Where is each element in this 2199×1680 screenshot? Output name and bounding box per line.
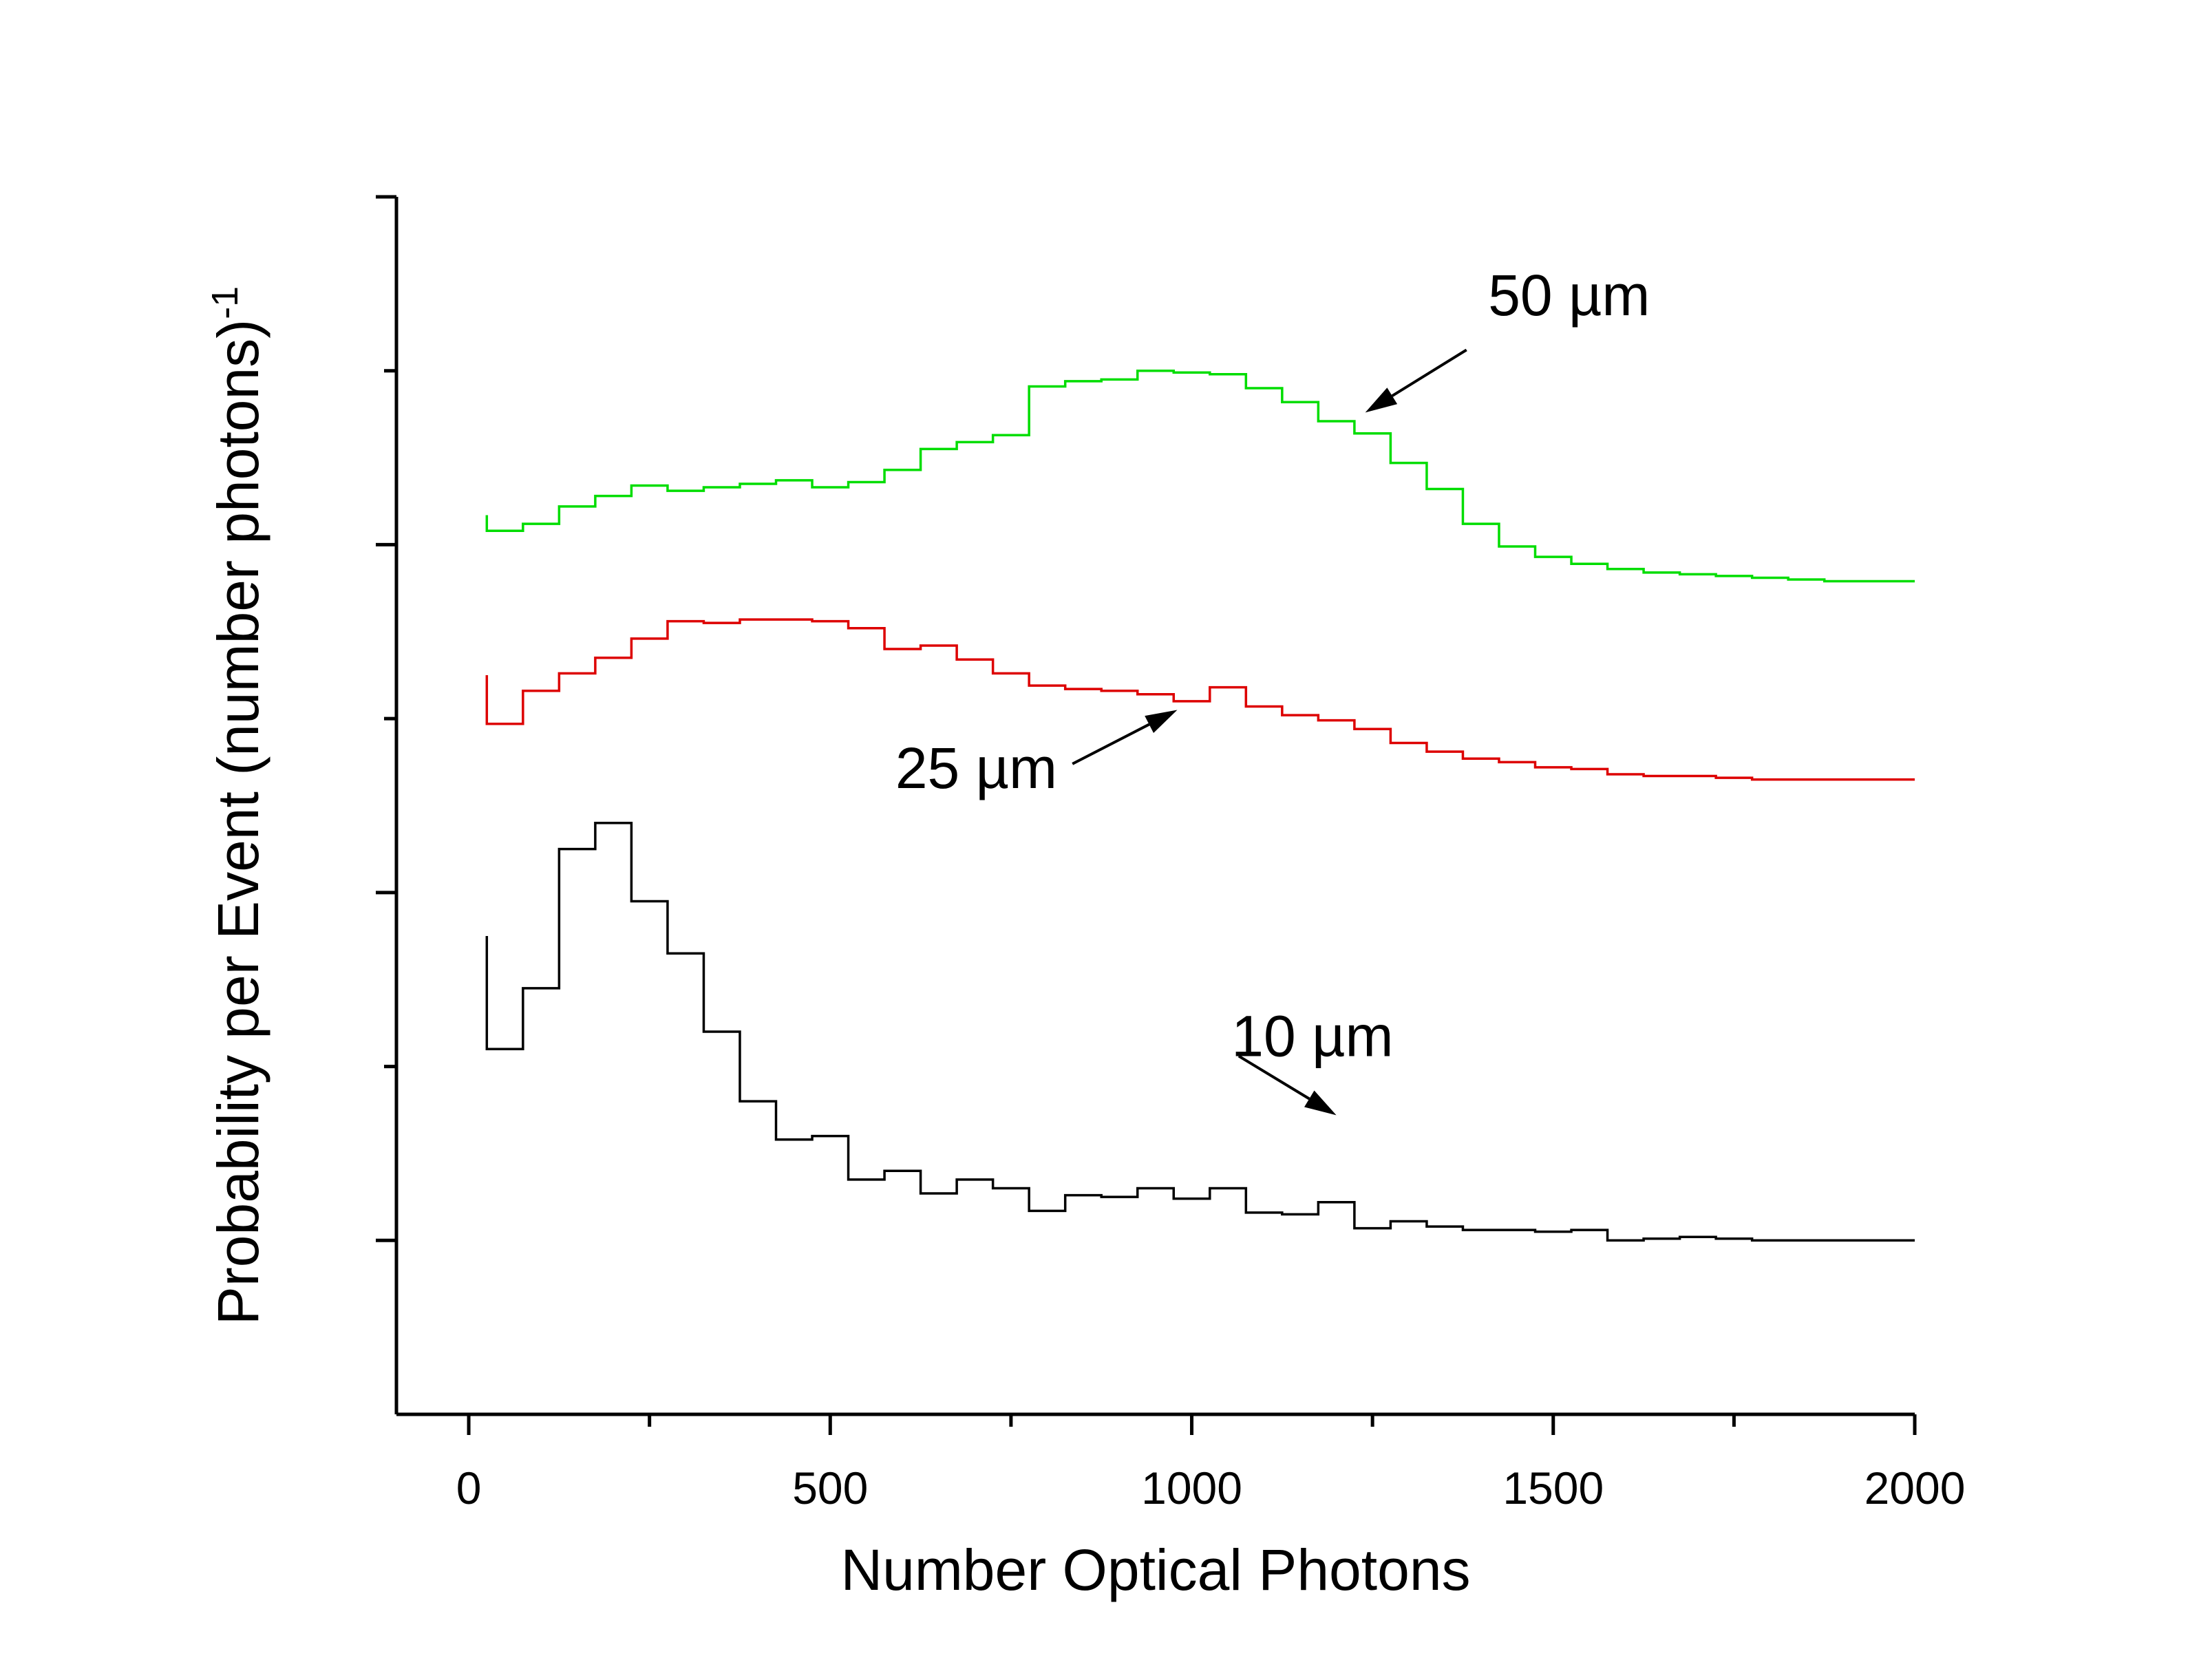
annotation-arrow: [1237, 1054, 1310, 1100]
x-axis-title: Number Optical Photons: [840, 1538, 1470, 1602]
x-tick-label: 1000: [1141, 1463, 1242, 1513]
y-axis-title-superscript: -1: [204, 286, 246, 319]
annotation-arrow: [1391, 348, 1467, 397]
annotation-label: 10 µm: [1231, 1003, 1393, 1068]
x-tick-label: 1500: [1502, 1463, 1604, 1513]
annotation-label: 25 µm: [895, 736, 1057, 800]
x-tick-label: 2000: [1865, 1463, 1966, 1513]
annotation-arrow: [1072, 723, 1150, 765]
x-ticks: 0 500 1000 1500 2000: [456, 1414, 1966, 1513]
annotation-group: 50 µm 25 µm 10 µm: [895, 263, 1650, 1116]
series-group: [485, 369, 1915, 1242]
annotation-arrowhead: [1365, 387, 1398, 413]
series-line-1: [485, 618, 1915, 781]
y-axis-title-main: Probability per Event (number photons): [206, 319, 270, 1325]
series-line-2: [485, 369, 1915, 583]
annotation-arrowhead: [1145, 710, 1178, 733]
annotation-label: 50 µm: [1488, 263, 1650, 328]
annotation-arrowhead: [1304, 1090, 1337, 1116]
series-line-0: [485, 822, 1915, 1242]
plot-area: 0 500 1000 1500 2000 50 µm 25 µm 10 µm: [376, 195, 1966, 1513]
y-axis-title: Probability per Event (number photons)-1: [204, 286, 270, 1325]
x-tick-label: 500: [792, 1463, 868, 1513]
y-ticks: [376, 195, 396, 1242]
x-tick-label: 0: [456, 1463, 482, 1513]
